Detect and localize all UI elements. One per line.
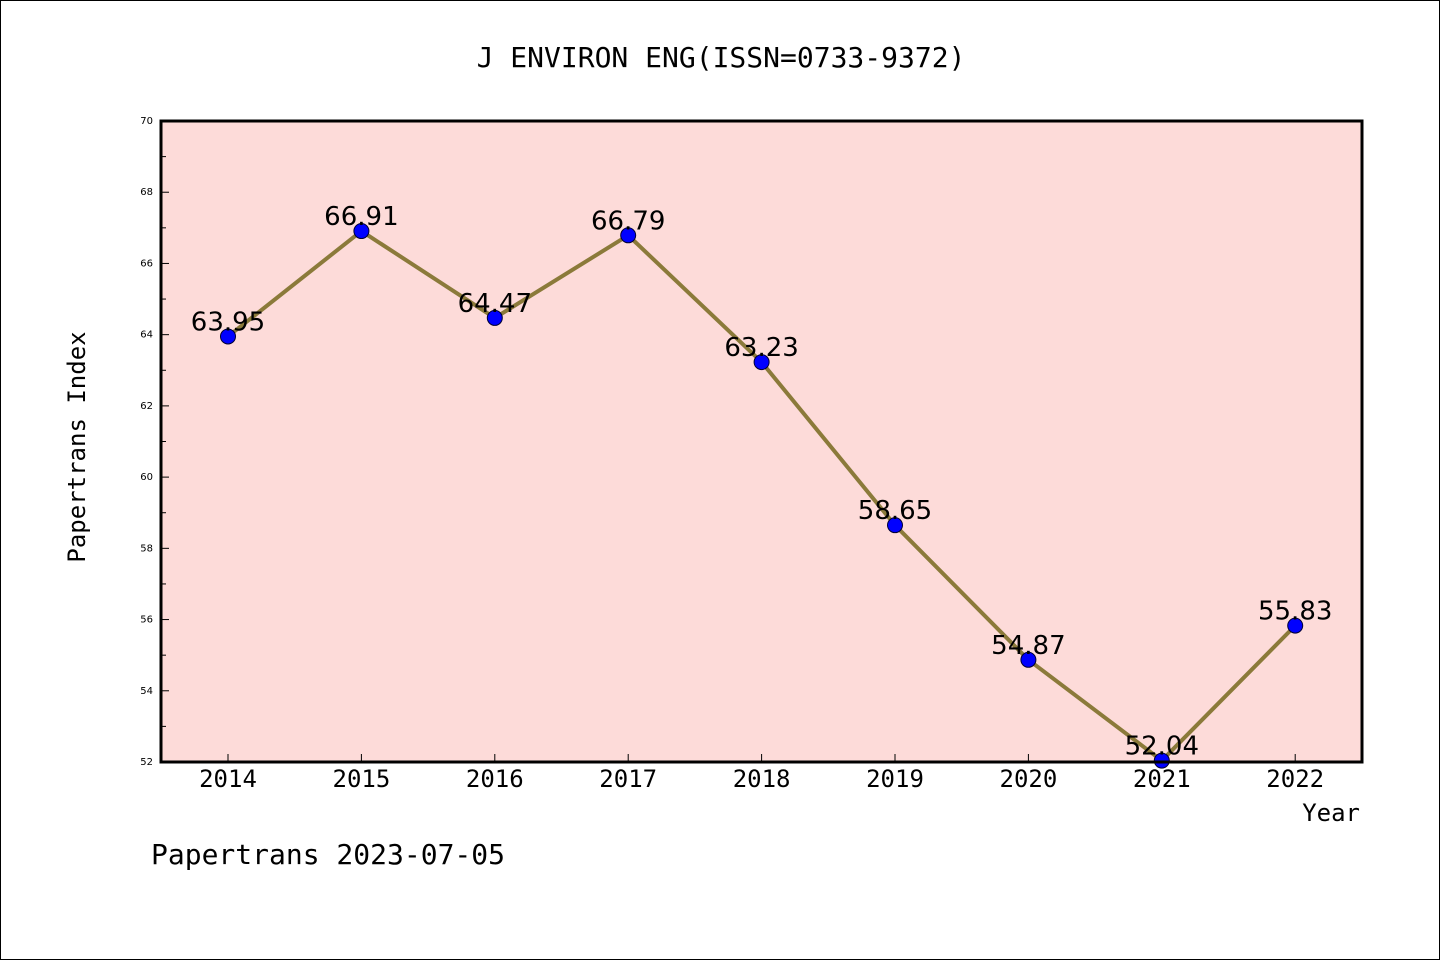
x-axis-label: Year [1302, 799, 1360, 827]
x-tick-label: 2014 [199, 765, 257, 793]
x-tick-label: 2019 [866, 765, 924, 793]
y-tick-label: 58 [140, 543, 153, 554]
data-point [620, 227, 637, 244]
x-tick-label: 2021 [1133, 765, 1191, 793]
data-point [753, 354, 770, 371]
y-tick-label: 68 [140, 187, 153, 198]
y-tick-label: 54 [140, 686, 153, 697]
data-point [887, 517, 903, 534]
x-tick-label: 2016 [466, 765, 524, 793]
chart-title: J ENVIRON ENG(ISSN=0733-9372) [477, 41, 966, 74]
x-tick-labels: 2014 2015 2016 2017 2018 2019 2020 2021 2022 [199, 765, 1324, 793]
y-tick-label: 70 [140, 116, 153, 127]
data-label: 64.47 [458, 289, 532, 319]
data-point [220, 328, 236, 345]
y-axis-label: Papertrans Index [63, 331, 91, 562]
y-tick-labels: 52 54 56 58 60 62 64 66 68 70 [140, 116, 153, 768]
data-label: 54.87 [991, 631, 1065, 661]
data-labels: 63.95 66.91 64.47 66.79 63.23 58.65 54.87 52.04… [191, 202, 1333, 762]
y-tick-label: 60 [140, 472, 153, 483]
data-point [1020, 651, 1037, 668]
plot-border [159, 119, 1364, 764]
x-tick-label: 2022 [1266, 765, 1324, 793]
data-label: 52.04 [1125, 732, 1199, 762]
data-label: 55.83 [1258, 597, 1332, 627]
y-tick-label: 64 [140, 330, 153, 341]
x-tick-label: 2018 [733, 765, 791, 793]
data-point [353, 223, 370, 240]
y-tick-label: 56 [140, 615, 153, 626]
x-tick-label: 2015 [333, 765, 391, 793]
data-point [1287, 617, 1304, 634]
data-label: 66.91 [324, 202, 398, 232]
footer-date: Papertrans 2023-07-05 [151, 838, 505, 871]
y-tick-label: 66 [140, 258, 153, 269]
data-label: 58.65 [858, 496, 932, 526]
data-label: 63.95 [191, 307, 265, 337]
data-label: 63.23 [724, 333, 798, 363]
x-tick-label: 2020 [1000, 765, 1058, 793]
data-point [486, 309, 503, 326]
data-markers [220, 223, 1304, 769]
y-tick-label: 52 [140, 757, 153, 768]
y-tick-label: 62 [140, 401, 153, 412]
data-label: 66.79 [591, 206, 665, 236]
x-tick-label: 2017 [599, 765, 657, 793]
